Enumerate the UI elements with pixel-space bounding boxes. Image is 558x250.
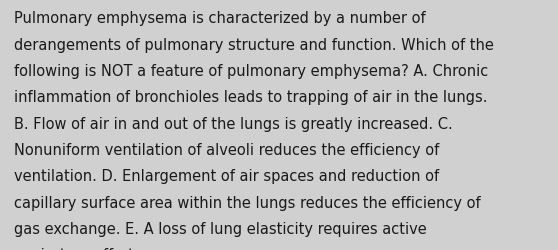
- Text: B. Flow of air in and out of the lungs is greatly increased. C.: B. Flow of air in and out of the lungs i…: [14, 116, 453, 131]
- Text: gas exchange. E. A loss of lung elasticity requires active: gas exchange. E. A loss of lung elastici…: [14, 221, 427, 236]
- Text: expiratory effort.: expiratory effort.: [14, 248, 138, 250]
- Text: ventilation. D. Enlargement of air spaces and reduction of: ventilation. D. Enlargement of air space…: [14, 169, 439, 184]
- Text: Pulmonary emphysema is characterized by a number of: Pulmonary emphysema is characterized by …: [14, 11, 426, 26]
- Text: capillary surface area within the lungs reduces the efficiency of: capillary surface area within the lungs …: [14, 195, 480, 210]
- Text: derangements of pulmonary structure and function. Which of the: derangements of pulmonary structure and …: [14, 38, 494, 52]
- Text: inflammation of bronchioles leads to trapping of air in the lungs.: inflammation of bronchioles leads to tra…: [14, 90, 488, 105]
- Text: following is NOT a feature of pulmonary emphysema? A. Chronic: following is NOT a feature of pulmonary …: [14, 64, 488, 79]
- Text: Nonuniform ventilation of alveoli reduces the efficiency of: Nonuniform ventilation of alveoli reduce…: [14, 142, 439, 158]
